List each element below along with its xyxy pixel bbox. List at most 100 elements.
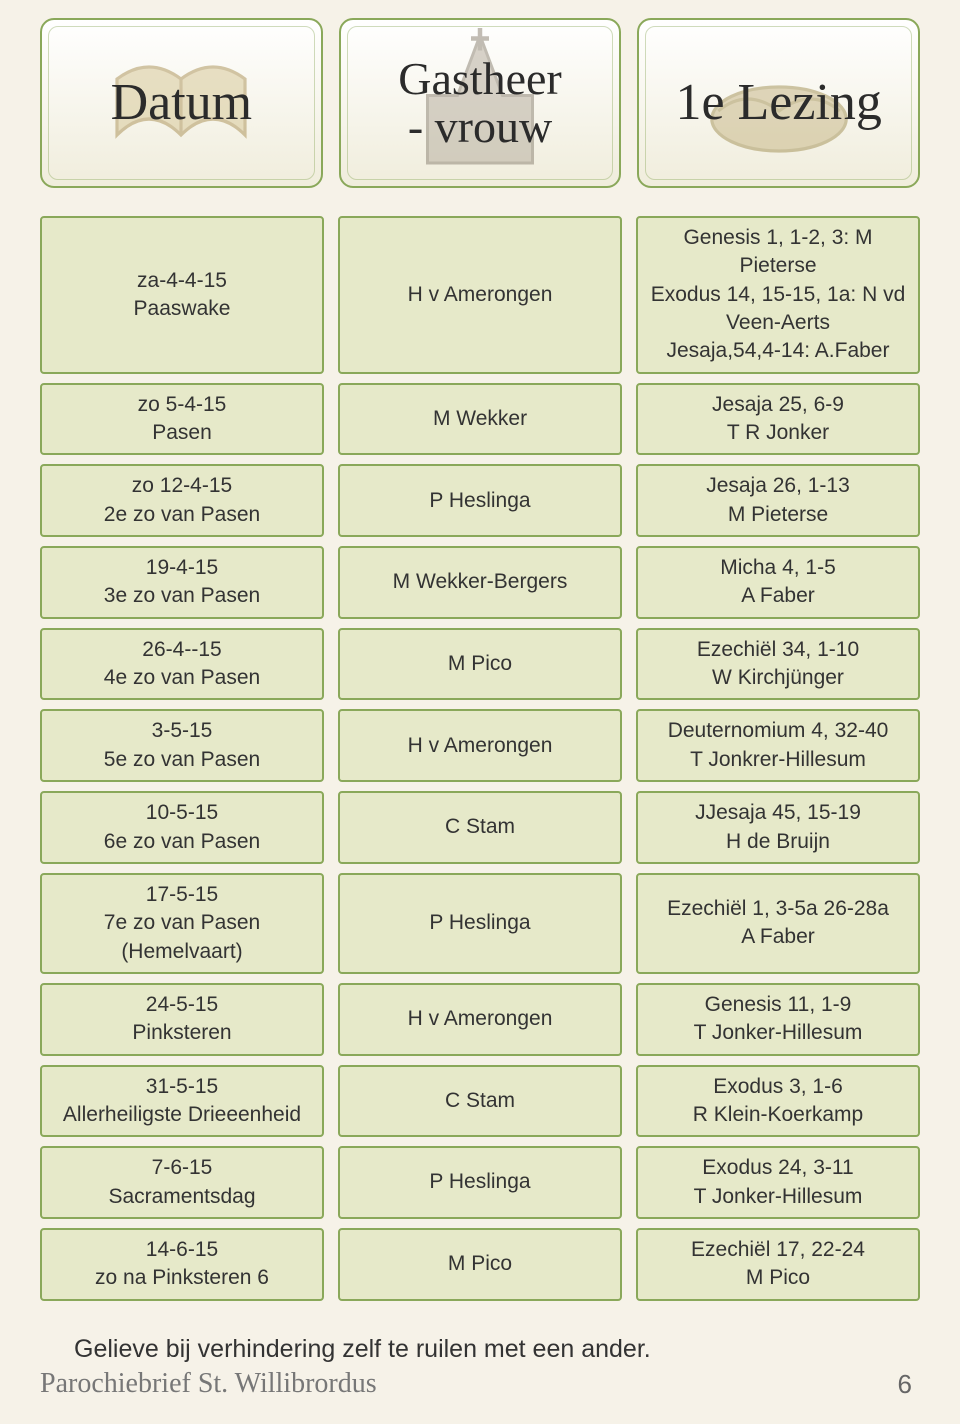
host-cell: H v Amerongen [338, 709, 622, 782]
host-name: C Stam [445, 813, 515, 841]
date-line2: 3e zo van Pasen [104, 582, 260, 610]
reading-line: T Jonkrer-Hillesum [690, 746, 866, 774]
table-row: 3-5-155e zo van Pasen H v Amerongen Deuter… [40, 709, 920, 782]
date-line2: 5e zo van Pasen [104, 746, 260, 774]
host-cell: M Wekker [338, 383, 622, 456]
reading-line: Deuternomium 4, 32-40 [668, 717, 889, 745]
reading-cell: Exodus 3, 1-6R Klein-Koerkamp [636, 1065, 920, 1138]
header-label-reading: 1e Lezing [667, 76, 889, 131]
reading-line: Exodus 24, 3-11 [702, 1154, 853, 1182]
date-line2: Sacramentsdag [108, 1183, 255, 1211]
header-label-date: Datum [103, 76, 261, 131]
date-line2: zo na Pinksteren 6 [95, 1264, 269, 1292]
reading-line: Ezechiël 1, 3-5a 26-28a [667, 895, 889, 923]
table-row: zo 12-4-152e zo van PasenP HeslingaJesaj… [40, 464, 920, 537]
page-number: 6 [898, 1369, 912, 1400]
date-line2: 7e zo van Pasen (Hemelvaart) [52, 909, 312, 966]
date-cell: 14-6-15zo na Pinksteren 6 [40, 1228, 324, 1301]
reading-line: Jesaja 26, 1-13 [706, 472, 850, 500]
date-line1: 24-5-15 [146, 991, 218, 1019]
date-cell: 19-4-153e zo van Pasen [40, 546, 324, 619]
header-cell-reading: 1e Lezing [637, 18, 920, 188]
host-name: M Pico [448, 650, 512, 678]
header-cell-date: Datum [40, 18, 323, 188]
reading-line: Exodus 3, 1-6 [713, 1073, 843, 1101]
table-row: zo 5-4-15Pasen M Wekker Jesaja 25, 6-9T R … [40, 383, 920, 456]
date-line1: 14-6-15 [146, 1236, 218, 1264]
reading-cell: Ezechiël 17, 22-24M Pico [636, 1228, 920, 1301]
reading-line: JJesaja 45, 15-19 [695, 799, 861, 827]
host-cell: M Pico [338, 1228, 622, 1301]
host-name: H v Amerongen [408, 732, 553, 760]
date-line2: Pasen [152, 419, 212, 447]
date-line1: 7-6-15 [152, 1154, 213, 1182]
date-line1: 26-4--15 [142, 636, 221, 664]
date-cell: 31-5-15Allerheiligste Drieeenheid [40, 1065, 324, 1138]
date-line2: 2e zo van Pasen [104, 501, 260, 529]
host-cell: P Heslinga [338, 873, 622, 974]
date-line2: 4e zo van Pasen [104, 664, 260, 692]
reading-line: M Pieterse [728, 501, 828, 529]
host-cell: H v Amerongen [338, 216, 622, 374]
reading-line: T Jonker-Hillesum [694, 1183, 863, 1211]
reading-line: T R Jonker [727, 419, 829, 447]
host-name: P Heslinga [429, 909, 530, 937]
host-name: M Pico [448, 1250, 512, 1278]
date-cell: za-4-4-15Paaswake [40, 216, 324, 374]
reading-line: Exodus 14, 15-15, 1a: N vd Veen-Aerts [648, 281, 908, 338]
reading-cell: Jesaja 26, 1-13M Pieterse [636, 464, 920, 537]
note-text: Gelieve bij verhindering zelf te ruilen … [40, 1335, 920, 1364]
reading-cell: Genesis 1, 1-2, 3: M PieterseExodus 14, … [636, 216, 920, 374]
date-line1: 19-4-15 [146, 554, 218, 582]
host-cell: P Heslinga [338, 464, 622, 537]
host-name: P Heslinga [429, 1168, 530, 1196]
reading-cell: JJesaja 45, 15-19H de Bruijn [636, 791, 920, 864]
reading-line: A Faber [741, 582, 815, 610]
header-label-host: Gastheer - vrouw [390, 55, 569, 152]
date-cell: zo 5-4-15Pasen [40, 383, 324, 456]
table-row: 19-4-153e zo van Pasen M Wekker-Bergers Mi… [40, 546, 920, 619]
reading-cell: Exodus 24, 3-11T Jonker-Hillesum [636, 1146, 920, 1219]
date-line1: zo 12-4-15 [132, 472, 232, 500]
host-cell: C Stam [338, 791, 622, 864]
date-line2: Paaswake [134, 295, 231, 323]
reading-line: Ezechiël 34, 1-10 [697, 636, 859, 664]
date-cell: 24-5-15Pinksteren [40, 983, 324, 1056]
date-line2: Pinksteren [132, 1019, 231, 1047]
reading-line: Genesis 1, 1-2, 3: M Pieterse [648, 224, 908, 281]
host-name: H v Amerongen [408, 281, 553, 309]
host-name: M Wekker [433, 405, 527, 433]
date-cell: 3-5-155e zo van Pasen [40, 709, 324, 782]
footer-title: Parochiebrief St. Willibrordus [40, 1368, 377, 1400]
table-row: 24-5-15Pinksteren H v Amerongen Genesis 11… [40, 983, 920, 1056]
table-row: 31-5-15Allerheiligste DrieeenheidC StamE… [40, 1065, 920, 1138]
reading-cell: Deuternomium 4, 32-40T Jonkrer-Hillesum [636, 709, 920, 782]
table-row: 14-6-15zo na Pinksteren 6M PicoEzechiël … [40, 1228, 920, 1301]
date-cell: 26-4--154e zo van Pasen [40, 628, 324, 701]
table-row: 17-5-157e zo van Pasen (Hemelvaart) P Hes… [40, 873, 920, 974]
schedule-table: za-4-4-15Paaswake H v Amerongen Genesis 1,… [40, 216, 920, 1301]
reading-cell: Ezechiël 1, 3-5a 26-28aA Faber [636, 873, 920, 974]
reading-line: Ezechiël 17, 22-24 [691, 1236, 865, 1264]
date-cell: 10-5-156e zo van Pasen [40, 791, 324, 864]
date-line2: 6e zo van Pasen [104, 828, 260, 856]
reading-line: Micha 4, 1-5 [720, 554, 836, 582]
date-line2: Allerheiligste Drieeenheid [63, 1101, 301, 1129]
date-line1: 3-5-15 [152, 717, 213, 745]
host-name: M Wekker-Bergers [393, 568, 568, 596]
date-line1: 31-5-15 [146, 1073, 218, 1101]
header-row: Datum Gastheer - vrouw 1e Lezing [40, 18, 920, 188]
reading-line: H de Bruijn [726, 828, 830, 856]
date-line1: 17-5-15 [146, 881, 218, 909]
host-name: H v Amerongen [408, 1005, 553, 1033]
reading-cell: Micha 4, 1-5A Faber [636, 546, 920, 619]
date-line1: zo 5-4-15 [138, 391, 227, 419]
reading-line: Jesaja 25, 6-9 [712, 391, 844, 419]
reading-line: R Klein-Koerkamp [693, 1101, 863, 1129]
date-cell: 17-5-157e zo van Pasen (Hemelvaart) [40, 873, 324, 974]
reading-line: M Pico [746, 1264, 810, 1292]
reading-cell: Genesis 11, 1-9T Jonker-Hillesum [636, 983, 920, 1056]
table-row: 7-6-15Sacramentsdag P Heslinga Exodus 24, … [40, 1146, 920, 1219]
reading-line: Genesis 11, 1-9 [705, 991, 852, 1019]
reading-line: W Kirchjünger [712, 664, 844, 692]
